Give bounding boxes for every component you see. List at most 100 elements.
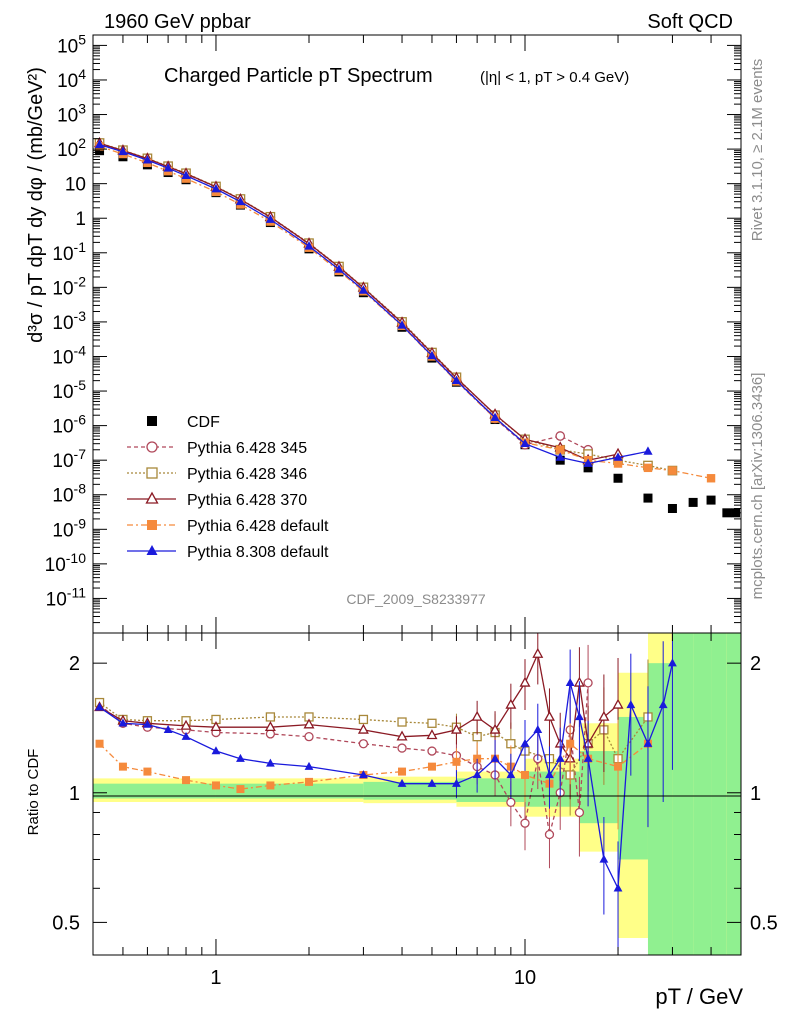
- data-point: [397, 320, 407, 329]
- data-point: [583, 463, 593, 473]
- ratio-point: [452, 778, 461, 787]
- ratio-point: [143, 767, 152, 776]
- data-point: [304, 241, 314, 250]
- legend-marker: [146, 467, 158, 479]
- ratio-point: [236, 785, 245, 794]
- legend-label: Pythia 8.308 default: [187, 544, 329, 561]
- ratio-point: [396, 730, 408, 741]
- ratio-series-0: [94, 644, 593, 869]
- ratio-point: [533, 725, 543, 734]
- ratio-point: [426, 729, 438, 740]
- series-line: [99, 142, 619, 461]
- ratio-point: [265, 758, 275, 767]
- series-line: [99, 143, 649, 465]
- legend-item: Pythia 8.308 default: [127, 544, 329, 561]
- series-4: [95, 142, 716, 483]
- ratio-point: [520, 738, 530, 747]
- ratio-point: [304, 732, 314, 742]
- band-inner: [579, 751, 619, 824]
- ratio-point: [265, 712, 276, 722]
- band-inner: [456, 778, 525, 802]
- data-point: [118, 146, 128, 156]
- legend-marker: [146, 545, 158, 555]
- y-tick-label: 103: [57, 101, 86, 127]
- ratio-point: [427, 746, 437, 756]
- ratio-point: [583, 678, 593, 688]
- legend-label: CDF: [187, 414, 220, 431]
- ratio-point: [305, 777, 313, 786]
- band-inner: [693, 633, 712, 955]
- ratio-point: [643, 738, 653, 747]
- chart-title: Charged Particle pT Spectrum: [164, 65, 433, 87]
- ratio-point: [265, 729, 276, 739]
- ratio-plot-frame: [92, 632, 742, 956]
- ratio-point: [210, 721, 222, 732]
- ratio-point: [490, 753, 500, 762]
- y-tick-label: 10-8: [52, 481, 86, 507]
- ratio-point: [211, 746, 221, 755]
- series-1: [94, 138, 593, 455]
- y-tick-label: 10-9: [52, 515, 86, 541]
- data-point: [583, 458, 593, 467]
- ratio-point: [544, 829, 555, 840]
- ratio-point: [427, 778, 437, 787]
- data-point: [358, 285, 369, 294]
- y-tick-label: 102: [57, 135, 86, 161]
- ratio-y-tick-label: 0.5: [52, 912, 80, 934]
- chart-title-note: (|η| < 1, pT > 0.4 GeV): [480, 69, 629, 86]
- data-point: [163, 163, 173, 172]
- legend-label: Pythia 6.428 370: [187, 492, 307, 509]
- ratio-point: [264, 721, 276, 732]
- data-point: [211, 183, 221, 193]
- data-point: [667, 503, 677, 513]
- series-3: [93, 136, 624, 465]
- data-point: [722, 508, 732, 518]
- series-5: [94, 139, 653, 467]
- legend-marker: [147, 416, 157, 426]
- series-2: [94, 138, 678, 476]
- ratio-point: [598, 710, 610, 721]
- series-line: [99, 142, 589, 451]
- data-point: [181, 170, 191, 180]
- ratio-plot-series: [94, 633, 677, 952]
- band-inner: [711, 633, 727, 955]
- y-tick-label: 10-5: [52, 377, 86, 403]
- ratio-point: [532, 647, 544, 658]
- legend-item: Pythia 6.428 default: [127, 518, 329, 535]
- ratio-point: [519, 676, 531, 687]
- ratio-point: [473, 754, 482, 763]
- ratio-point: [181, 731, 191, 740]
- series-line: [99, 142, 673, 472]
- series-line: [99, 145, 712, 479]
- ratio-point: [599, 854, 609, 863]
- ratio-point: [357, 723, 369, 734]
- data-point: [613, 473, 623, 483]
- ratio-point: [236, 753, 245, 762]
- data-point: [555, 431, 566, 441]
- data-point: [451, 375, 462, 385]
- ratio-point: [613, 883, 623, 892]
- ratio-point: [520, 818, 530, 828]
- analysis-id-label: CDF_2009_S8233977: [346, 591, 486, 607]
- ratio-point: [303, 718, 315, 729]
- ratio-point: [583, 753, 593, 762]
- ratio-point: [358, 739, 369, 749]
- rivet-version-label: Rivet 3.1.10, ≥ 2.1M events: [749, 59, 766, 242]
- legend-marker: [147, 520, 157, 530]
- ratio-point: [472, 770, 482, 779]
- ratio-point: [489, 723, 501, 734]
- data-point: [613, 459, 623, 468]
- data-point: [556, 445, 565, 454]
- ratio-point: [427, 762, 436, 771]
- ratio-line: [99, 682, 589, 835]
- data-point: [235, 196, 246, 206]
- ratio-point: [575, 712, 584, 721]
- ratio-point: [397, 778, 407, 787]
- ratio-y-tick-label-right: 2: [750, 653, 761, 675]
- ratio-y-tick-label-right: 1: [750, 783, 761, 805]
- ratio-y-axis-label: Ratio to CDF: [25, 749, 42, 836]
- ratio-point: [452, 757, 461, 766]
- band-inner: [672, 633, 694, 955]
- ratio-point: [555, 753, 565, 762]
- x-tick-label: 10: [514, 967, 536, 989]
